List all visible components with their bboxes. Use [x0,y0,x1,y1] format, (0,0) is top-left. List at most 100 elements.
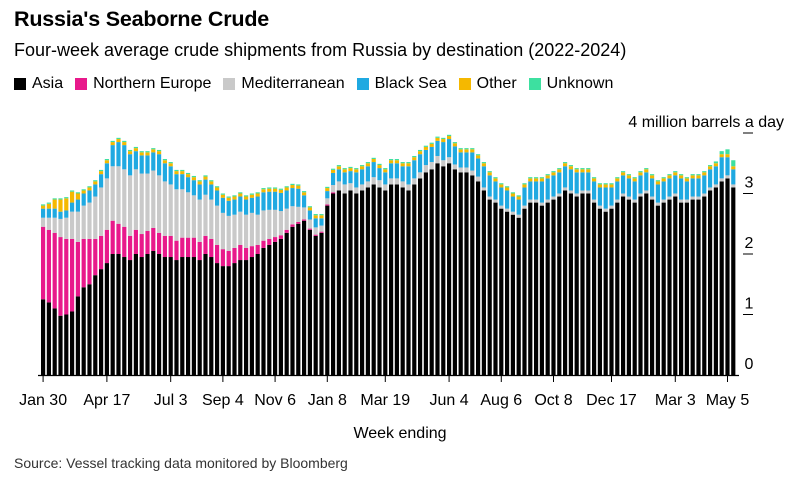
bar-asia-23 [174,260,179,375]
bar-asia-50 [331,193,336,375]
bar-other-15 [128,151,133,155]
bar-black-sea-44 [296,188,301,207]
bar-asia-35 [244,260,249,375]
bar-unknown-54 [354,168,359,170]
bar-mediterranean-35 [244,214,249,248]
bar-unknown-57 [371,157,376,160]
bar-unknown-114 [702,171,707,173]
bar-mediterranean-77 [487,196,492,200]
bar-mediterranean-70 [447,157,452,164]
bar-unknown-107 [661,177,666,179]
bar-asia-100 [621,196,626,375]
bar-mediterranean-76 [481,187,486,191]
bar-asia-81 [510,214,515,375]
bar-mediterranean-68 [435,155,440,164]
bar-black-sea-21 [162,163,167,182]
bar-asia-115 [708,190,713,375]
bar-black-sea-82 [516,199,521,215]
bar-other-5 [70,191,75,203]
bar-asia-42 [284,232,289,375]
bar-other-31 [220,194,225,198]
bar-asia-17 [139,257,144,375]
bar-asia-47 [313,235,318,375]
bar-other-116 [713,163,718,167]
bar-black-sea-46 [307,210,312,220]
bar-unknown-8 [87,186,92,188]
bar-asia-66 [423,172,428,375]
bar-black-sea-81 [510,196,515,212]
bar-mediterranean-115 [708,187,713,191]
bar-asia-60 [389,184,394,375]
bar-asia-83 [522,208,527,376]
bar-black-sea-88 [551,175,556,197]
bar-other-39 [267,188,272,192]
bar-unknown-108 [667,174,672,176]
bar-unknown-98 [609,183,614,185]
bar-unknown-66 [423,145,428,147]
bar-unknown-49 [325,186,330,189]
bar-northern-europe-24 [180,237,185,258]
bar-mediterranean-94 [586,190,591,194]
bar-other-45 [302,192,307,196]
bar-other-101 [626,175,631,179]
bar-mediterranean-44 [296,206,301,222]
bar-other-38 [261,189,266,193]
bar-black-sea-49 [325,191,330,199]
bar-mediterranean-29 [209,199,214,239]
bar-asia-77 [487,199,492,375]
bar-mediterranean-67 [429,162,434,170]
bar-unknown-113 [696,174,701,176]
bar-other-89 [557,169,562,173]
bar-other-68 [435,137,440,141]
bar-mediterranean-5 [70,211,75,239]
bar-asia-72 [458,172,463,375]
bar-northern-europe-30 [215,244,220,264]
bar-asia-43 [290,226,295,375]
bar-asia-63 [406,190,411,375]
bar-mediterranean-118 [725,175,730,179]
legend-item-unknown: Unknown [528,75,613,93]
bar-other-44 [296,185,301,189]
bar-other-24 [180,171,185,175]
bar-asia-1 [46,302,51,375]
bar-mediterranean-93 [580,190,585,194]
legend-swatch-mediterranean [223,78,236,90]
bar-other-19 [151,149,156,153]
bar-asia-68 [435,163,440,375]
x-axis-title: Week ending [353,425,446,442]
bar-black-sea-16 [133,151,138,170]
y-axis-unit-label: 4 million barrels a day [628,114,784,131]
bar-other-1 [46,203,51,209]
bar-unknown-100 [621,171,626,173]
bar-other-2 [52,199,57,209]
bar-unknown-93 [580,168,585,170]
bar-unknown-118 [725,149,730,155]
bar-asia-74 [470,175,475,375]
bar-black-sea-42 [284,190,289,209]
bar-black-sea-115 [708,169,713,188]
bar-unknown-67 [429,142,434,144]
bar-black-sea-20 [157,154,162,176]
bar-black-sea-14 [122,145,127,170]
bar-black-sea-9 [93,184,98,197]
chart-title: Russia's Seaborne Crude [14,7,270,31]
bar-mediterranean-23 [174,189,179,241]
x-tick-label-sep-4: Sep 4 [202,392,244,409]
bar-black-sea-31 [220,197,225,213]
bar-unknown-0 [41,204,46,206]
bar-mediterranean-111 [684,199,689,203]
bar-other-103 [638,172,643,176]
bar-unknown-103 [638,171,643,173]
bar-other-97 [603,184,608,188]
bar-other-12 [110,142,115,146]
source-note: Source: Vessel tracking data monitored b… [14,455,348,471]
x-tick-label-dec-17: Dec 17 [586,392,637,409]
x-tick-label-may-5: May 5 [706,392,750,409]
bar-black-sea-110 [679,178,684,200]
bar-black-sea-75 [476,158,481,177]
bar-mediterranean-101 [626,196,631,200]
bar-mediterranean-51 [336,181,341,191]
bar-other-8 [87,187,92,191]
x-tick-label-jun-4: Jun 4 [430,392,469,409]
bar-northern-europe-1 [46,229,51,303]
